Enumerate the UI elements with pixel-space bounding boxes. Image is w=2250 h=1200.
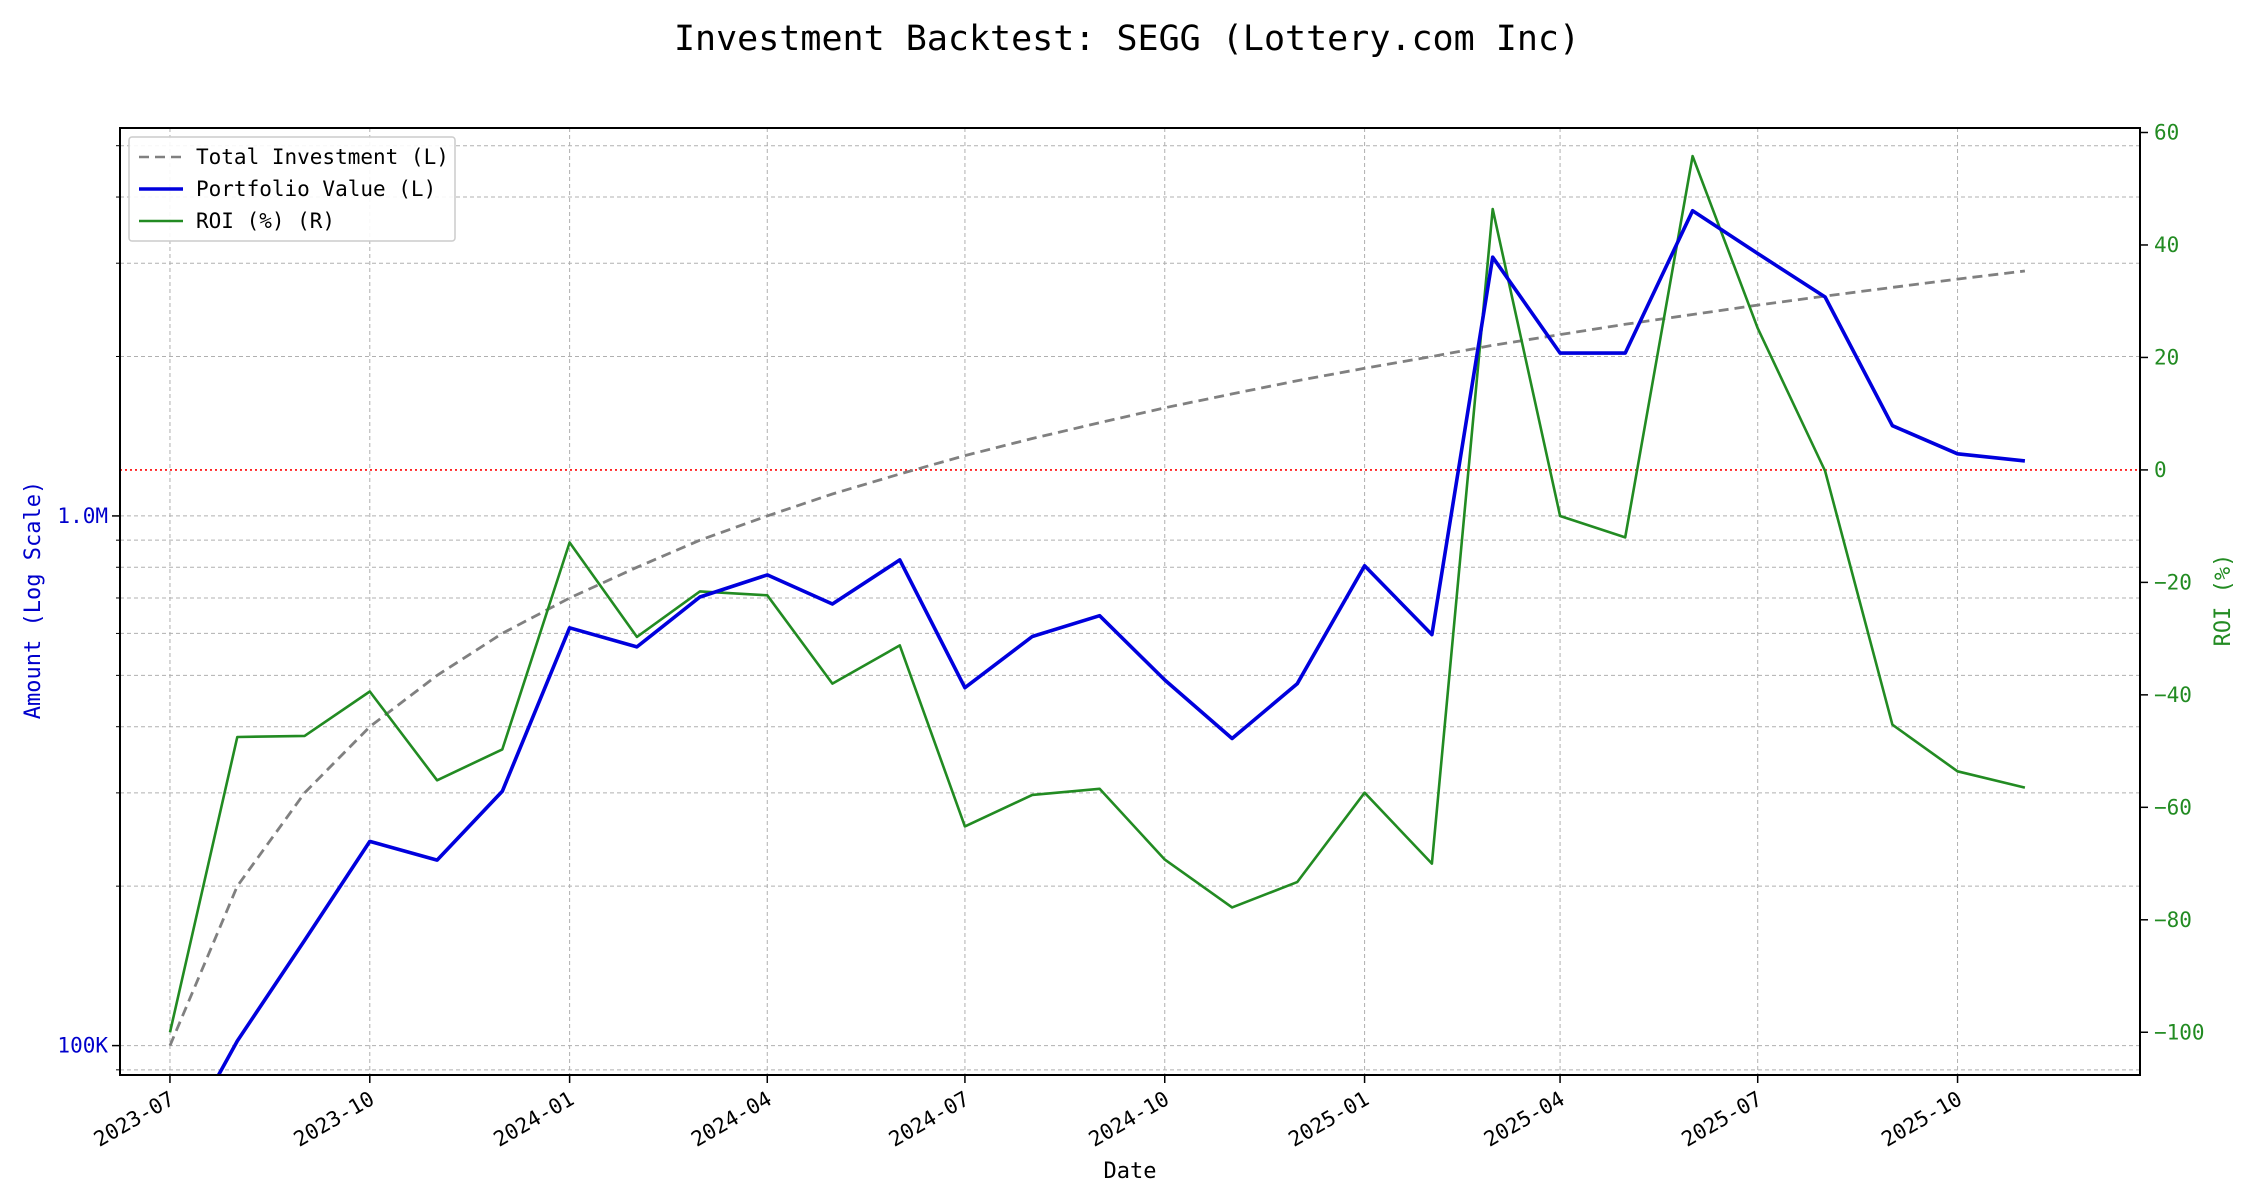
right-tick-label: −40 bbox=[2154, 683, 2192, 707]
right-tick-label: 40 bbox=[2154, 233, 2179, 257]
x-tick-label: 2025‐10 bbox=[1877, 1087, 1966, 1152]
left-tick-label: 1.0M bbox=[57, 504, 108, 528]
right-axis-ticks: −100 −80 −60 −40 −20 0 20 40 60 bbox=[2140, 120, 2205, 1044]
x-tick-label: 2025‐07 bbox=[1678, 1087, 1767, 1152]
right-tick-label: −20 bbox=[2154, 570, 2192, 594]
series-line-roi-r bbox=[168, 154, 2026, 1033]
x-axis-ticks: 2023‐07 2023‐10 2024‐01 2024‐04 2024‐07 2024‐… bbox=[90, 1075, 1966, 1152]
x-tick-label: 2024‐10 bbox=[1085, 1087, 1174, 1152]
left-axis-label: Amount (Log Scale) bbox=[21, 481, 46, 719]
x-tick-label: 2024‐04 bbox=[687, 1087, 776, 1152]
legend-label: Portfolio Value (L) bbox=[196, 177, 436, 201]
right-tick-label: −60 bbox=[2154, 795, 2192, 819]
legend-label: Total Investment (L) bbox=[196, 145, 449, 169]
right-tick-label: −100 bbox=[2154, 1020, 2205, 1044]
x-tick-label: 2023‐10 bbox=[290, 1087, 379, 1152]
left-tick-label: 100K bbox=[57, 1034, 108, 1058]
series-line-portfolio-value-l bbox=[216, 208, 2026, 1075]
x-tick-label: 2025‐01 bbox=[1284, 1087, 1373, 1152]
x-tick-label: 2025‐04 bbox=[1480, 1087, 1569, 1152]
legend-box bbox=[128, 136, 456, 242]
series-line-total-investment-l bbox=[168, 269, 2026, 1047]
plot-frame bbox=[119, 127, 2141, 1076]
x-tick-label: 2023‐07 bbox=[90, 1087, 179, 1152]
x-tick-label: 2024‐07 bbox=[885, 1087, 974, 1152]
grid-lines bbox=[120, 128, 2140, 1075]
right-axis-label: ROI (%) bbox=[2211, 554, 2236, 647]
right-tick-label: −80 bbox=[2154, 908, 2192, 932]
legend: Total Investment (L) Portfolio Value (L) R… bbox=[128, 136, 456, 242]
left-axis-ticks: 100K 1.0M bbox=[57, 145, 120, 1071]
legend-label: ROI (%) (R) bbox=[196, 209, 335, 233]
right-tick-label: 20 bbox=[2154, 345, 2179, 369]
series-layer bbox=[168, 154, 2026, 1075]
x-tick-label: 2024‐01 bbox=[489, 1087, 578, 1152]
right-tick-label: 0 bbox=[2154, 458, 2167, 482]
x-axis-label: Date bbox=[1104, 1159, 1157, 1184]
right-tick-label: 60 bbox=[2154, 120, 2179, 144]
chart-title: Investment Backtest: SEGG (Lottery.com I… bbox=[674, 19, 1580, 59]
